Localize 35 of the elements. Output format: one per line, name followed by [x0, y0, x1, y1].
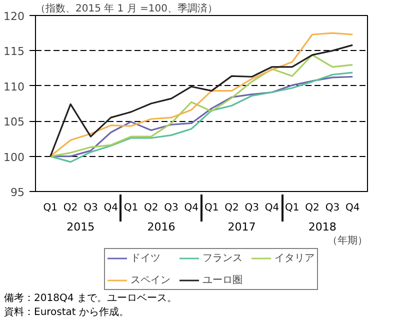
text: 2016: [147, 220, 176, 234]
x-tick-label: Q4: [264, 202, 280, 214]
x-tick-label: Q2: [63, 202, 78, 214]
x-axis-title: （年期）: [328, 234, 368, 246]
x-tick-label: Q3: [325, 202, 340, 214]
x-tick-label: Q3: [244, 202, 259, 214]
x-tick-label: Q4: [184, 202, 199, 214]
y-tick-label: 105: [4, 116, 25, 129]
y-tick-label: 110: [4, 80, 25, 94]
x-tick-label: Q1: [43, 202, 58, 214]
x-tick-label: Q2: [305, 202, 320, 214]
y-tick-label: 100: [4, 150, 25, 164]
text: 備考：2018Q4 まで。ユーロベース。: [4, 293, 177, 304]
y-tick-label: 95: [10, 186, 25, 199]
y-axis-title: （指数、2015 年 1 月 =100、季調済）: [36, 2, 218, 14]
legend-label: フランス: [202, 252, 242, 265]
x-tick-label: Q3: [164, 202, 178, 214]
text: 2018: [308, 220, 336, 234]
x-tick-label: Q4: [345, 202, 360, 214]
x-tick-label: Q1: [204, 202, 219, 214]
legend-label: イタリア: [274, 252, 314, 265]
x-tick-label: Q3: [84, 202, 98, 214]
text: 2017: [228, 220, 256, 234]
x-tick-label: Q2: [224, 202, 239, 214]
legend-label: ドイツ: [130, 252, 160, 265]
y-tick-label: 120: [4, 10, 25, 23]
x-tick-label: Q2: [144, 202, 158, 214]
text: 2015: [66, 220, 95, 234]
x-tick-label: Q4: [104, 202, 118, 214]
text: 資料：Eurostat から作成。: [4, 307, 130, 318]
legend-label: ユーロ圏: [202, 274, 242, 287]
x-tick-label: Q1: [124, 202, 138, 214]
x-tick-label: Q1: [285, 202, 300, 214]
legend-label: スペイン: [130, 274, 170, 287]
y-tick-label: 115: [4, 45, 25, 58]
